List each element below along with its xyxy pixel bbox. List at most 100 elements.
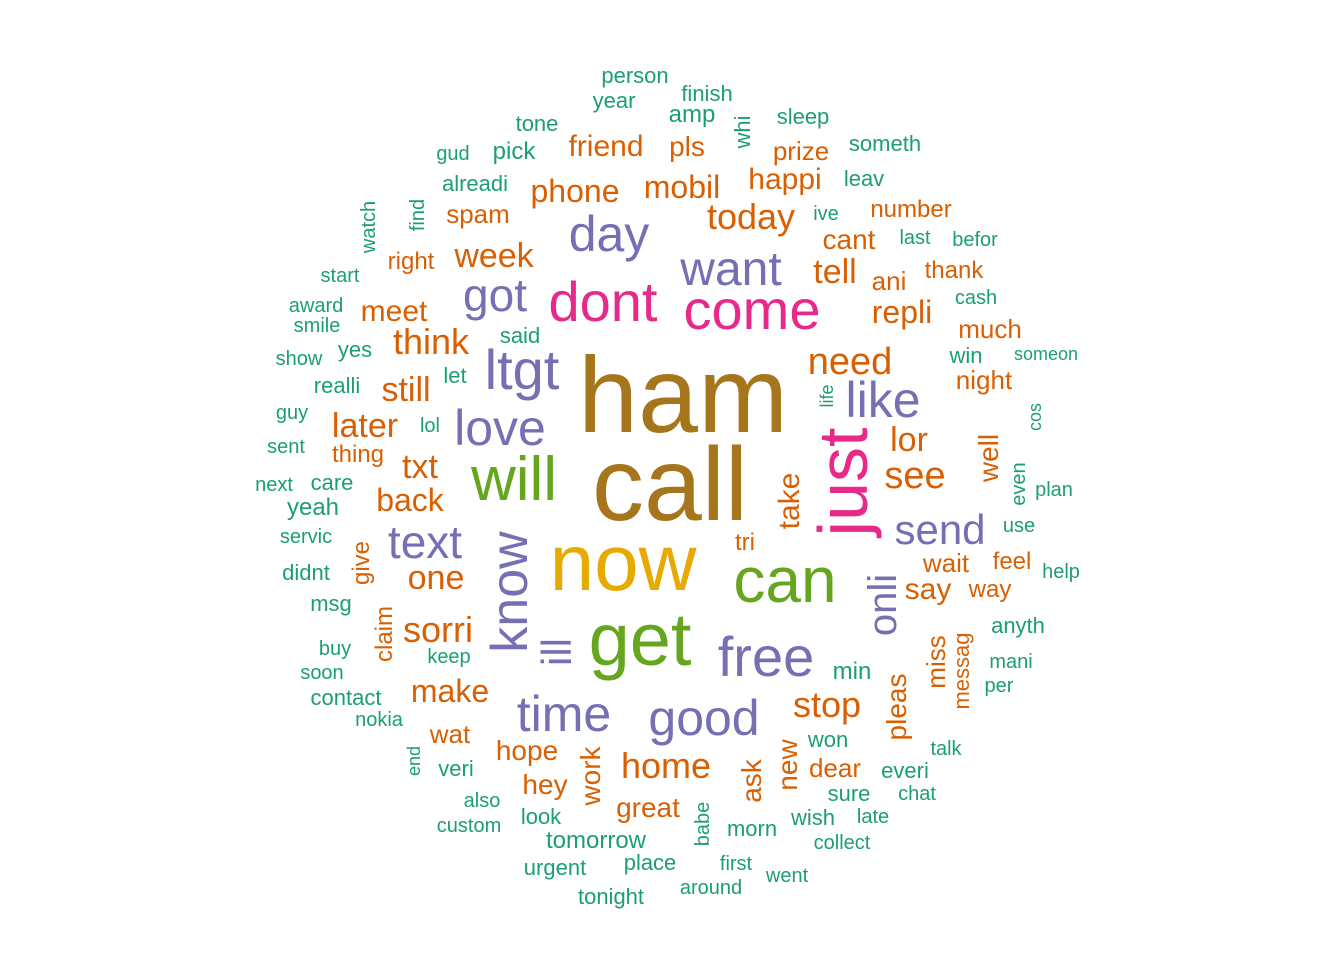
word-free: free — [717, 625, 815, 688]
word-buy: buy — [318, 638, 352, 660]
word-whi: whi — [730, 115, 755, 149]
word-plan: plan — [1035, 479, 1073, 501]
word-someth: someth — [848, 131, 922, 156]
word-need: need — [807, 341, 893, 383]
word-right: right — [387, 248, 435, 275]
word-tonight: tonight — [577, 884, 645, 909]
word-keep: keep — [427, 646, 471, 668]
word-win: win — [949, 343, 983, 368]
word-end: end — [404, 745, 424, 777]
word-custom: custom — [436, 815, 502, 837]
word-ask: ask — [736, 759, 767, 803]
word-well: well — [973, 433, 1004, 483]
word-ltgt: ltgt — [484, 338, 560, 401]
word-hope: hope — [495, 735, 559, 766]
word-talk: talk — [930, 738, 962, 760]
word-let: let — [443, 363, 467, 388]
word-msg: msg — [310, 591, 352, 616]
word-nokia: nokia — [355, 709, 403, 731]
word-say: say — [904, 573, 952, 606]
word-time: time — [516, 686, 612, 742]
word-new: new — [772, 739, 803, 791]
word-leav: leav — [843, 166, 885, 191]
word-home: home — [620, 745, 712, 786]
word-look: look — [520, 804, 562, 829]
word-number: number — [870, 196, 952, 223]
word-contact: contact — [310, 685, 382, 710]
word-cash: cash — [954, 287, 998, 309]
word-amp: amp — [668, 101, 716, 128]
word-sleep: sleep — [776, 104, 830, 129]
word-spam: spam — [446, 199, 510, 229]
word-back: back — [376, 482, 444, 518]
word-sent: sent — [267, 436, 305, 458]
word-hey: hey — [522, 769, 568, 800]
word-mobil: mobil — [643, 169, 721, 205]
word-come: come — [683, 278, 821, 341]
word-take: take — [773, 472, 806, 530]
word-ani: ani — [871, 266, 907, 296]
word-good: good — [648, 690, 760, 746]
word-get: get — [588, 598, 692, 681]
word-got: got — [463, 269, 527, 321]
word-text: text — [387, 516, 463, 568]
word-guy: guy — [275, 402, 309, 424]
word-yes: yes — [337, 337, 373, 362]
word-sorri: sorri — [403, 609, 473, 650]
word-award: award — [288, 295, 344, 317]
word-last: last — [899, 227, 931, 249]
word-pick: pick — [492, 138, 536, 165]
word-won: won — [807, 727, 849, 752]
word-urgent: urgent — [523, 855, 587, 880]
word-life: life — [817, 384, 837, 408]
word-person: person — [601, 63, 669, 88]
word-min: min — [832, 658, 872, 685]
word-sure: sure — [827, 781, 871, 806]
word-great: great — [616, 792, 680, 823]
word-call: call — [591, 427, 749, 543]
word-realli: realli — [313, 373, 361, 398]
word-alreadi: alreadi — [441, 171, 509, 196]
word-make: make — [410, 673, 490, 709]
word-morn: morn — [726, 816, 778, 841]
word-messag: messag — [949, 632, 974, 710]
word-ill: ill — [533, 638, 580, 666]
word-ive: ive — [813, 203, 839, 225]
word-also: also — [463, 790, 501, 812]
word-befor: befor — [952, 229, 998, 251]
word-think: think — [392, 321, 470, 362]
word-know: know — [481, 531, 539, 653]
word-feel: feel — [992, 548, 1032, 575]
word-even: even — [1008, 462, 1030, 506]
word-someon: someon — [1013, 344, 1079, 364]
word-tomorrow: tomorrow — [545, 827, 647, 854]
word-gud: gud — [436, 143, 470, 165]
word-thank: thank — [924, 257, 984, 284]
word-servic: servic — [279, 526, 333, 548]
word-night: night — [955, 365, 1013, 395]
word-chat: chat — [898, 783, 936, 805]
word-watch: watch — [358, 200, 380, 254]
word-love: love — [454, 400, 546, 456]
word-one: one — [407, 559, 465, 597]
word-work: work — [575, 746, 606, 806]
word-next: next — [255, 474, 293, 496]
word-around: around — [679, 877, 743, 899]
word-prize: prize — [772, 136, 830, 166]
word-later: later — [331, 407, 399, 445]
word-wish: wish — [790, 805, 836, 830]
word-lol: lol — [419, 415, 441, 437]
word-dear: dear — [808, 753, 862, 783]
word-see: see — [884, 455, 946, 497]
word-per: per — [984, 675, 1014, 697]
word-stop: stop — [792, 684, 862, 725]
word-mani: mani — [989, 651, 1033, 673]
word-now: now — [549, 518, 697, 607]
word-txt: txt — [402, 448, 438, 486]
word-onli: onli — [861, 573, 905, 637]
word-will: will — [470, 445, 558, 514]
word-just: just — [804, 427, 882, 537]
word-ham: ham — [577, 334, 789, 455]
word-finish: finish — [681, 81, 733, 106]
